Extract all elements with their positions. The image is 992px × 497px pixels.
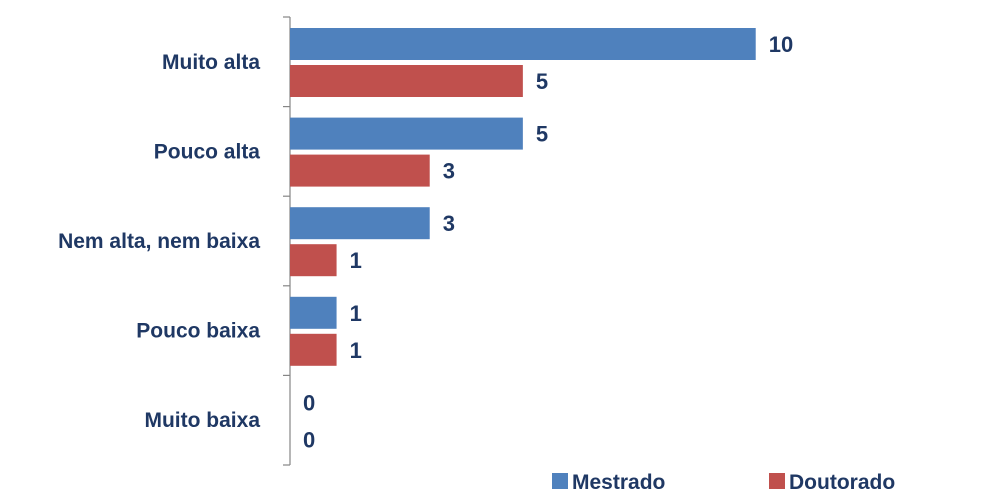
bar-mestrado bbox=[290, 207, 430, 240]
data-label: 10 bbox=[769, 32, 793, 57]
data-label: 5 bbox=[536, 69, 548, 94]
bar-doutorado bbox=[290, 65, 523, 97]
data-label: 0 bbox=[303, 427, 315, 452]
data-label: 3 bbox=[443, 159, 455, 184]
data-label: 3 bbox=[443, 211, 455, 236]
legend: Mestrado Doutorado bbox=[552, 471, 895, 494]
data-label: 0 bbox=[303, 390, 315, 415]
category-label: Pouco baixa bbox=[136, 320, 260, 343]
legend-swatch-doutorado bbox=[769, 473, 785, 489]
data-label: 5 bbox=[536, 122, 548, 147]
category-label: Muito baixa bbox=[144, 409, 260, 432]
bar-mestrado bbox=[290, 28, 756, 60]
category-labels: Muito alta Pouco alta Nem alta, nem baixa P… bbox=[58, 51, 260, 432]
bar-mestrado bbox=[290, 117, 523, 150]
bar-doutorado bbox=[290, 333, 337, 366]
category-label: Muito alta bbox=[162, 51, 260, 74]
category-label: Nem alta, nem baixa bbox=[58, 230, 260, 253]
bar-doutorado bbox=[290, 244, 337, 277]
data-label: 1 bbox=[350, 338, 362, 363]
bar-doutorado bbox=[290, 154, 430, 187]
axis-layer bbox=[283, 16, 291, 466]
data-label: 1 bbox=[350, 301, 362, 326]
legend-label-doutorado: Doutorado bbox=[789, 471, 895, 494]
legend-swatch-mestrado bbox=[552, 473, 568, 489]
data-label: 1 bbox=[350, 248, 362, 273]
legend-label-mestrado: Mestrado bbox=[572, 471, 665, 494]
bars bbox=[290, 28, 756, 366]
bar-mestrado bbox=[290, 296, 337, 329]
category-label: Pouco alta bbox=[154, 140, 261, 163]
